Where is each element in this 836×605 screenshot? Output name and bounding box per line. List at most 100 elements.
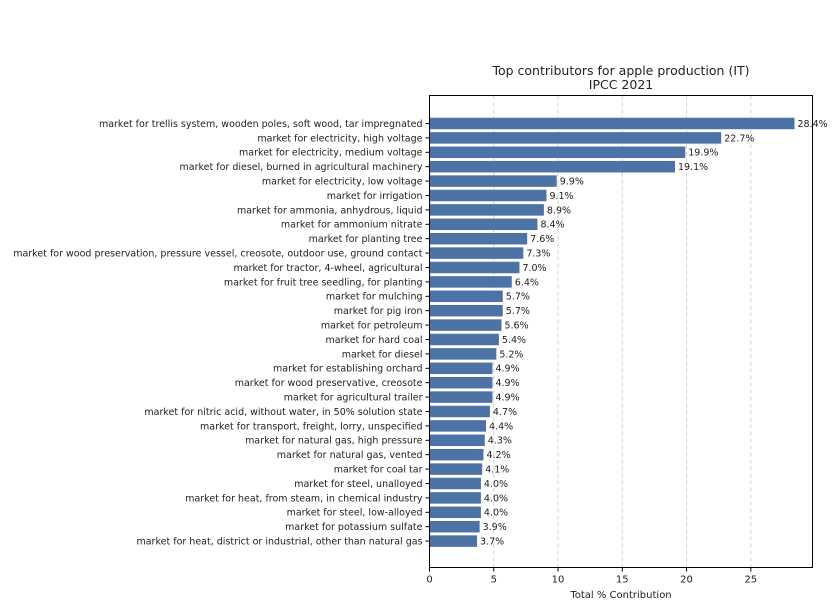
value-label: 6.4% [515, 277, 539, 288]
category-label: market for coal tar [334, 465, 423, 476]
bar [429, 175, 557, 187]
bar [429, 146, 686, 159]
bar [429, 218, 538, 231]
value-label: 4.3% [488, 436, 512, 447]
category-label: market for electricity, high voltage [257, 133, 422, 144]
category-label: market for hard coal [326, 335, 423, 346]
bar [429, 333, 499, 346]
value-label: 19.9% [688, 148, 718, 159]
bar [429, 405, 490, 418]
x-tick-label: 15 [616, 575, 629, 586]
category-label: market for wood preservative, creosote [235, 378, 423, 389]
category-label: market for electricity, medium voltage [239, 148, 423, 159]
value-label: 8.4% [540, 220, 564, 231]
category-label: market for fruit tree seedling, for plan… [224, 277, 423, 288]
value-label: 5.2% [499, 349, 523, 360]
category-label: market for transport, freight, lorry, un… [200, 421, 422, 432]
category-label: market for planting tree [309, 234, 423, 245]
plot-frame [429, 95, 813, 568]
category-label: market for heat, district or industrial,… [136, 537, 422, 548]
value-label: 8.9% [547, 205, 571, 216]
bar [429, 132, 722, 144]
value-label: 4.1% [485, 465, 509, 476]
bar [429, 348, 497, 360]
bar [429, 276, 512, 288]
value-label: 4.9% [495, 393, 519, 404]
value-label: 3.7% [480, 537, 504, 548]
chart-subtitle: IPCC 2021 [589, 77, 653, 92]
bar [429, 492, 481, 504]
value-label: 4.2% [486, 450, 510, 461]
bar [429, 448, 484, 461]
category-label: market for natural gas, high pressure [245, 436, 423, 447]
value-label: 9.1% [549, 191, 573, 202]
bar [429, 362, 493, 375]
value-label: 4.0% [484, 493, 508, 504]
category-label: market for heat, from steam, in chemical… [185, 493, 423, 504]
bar [429, 391, 493, 403]
value-label: 19.1% [678, 162, 708, 173]
value-label: 5.4% [502, 335, 526, 346]
category-label: market for steel, low-alloyed [287, 508, 423, 519]
grid-layer [493, 95, 752, 568]
value-label: 7.0% [522, 263, 546, 274]
bar [429, 376, 493, 389]
value-label: 22.7% [724, 133, 754, 144]
value-label: 7.3% [526, 249, 550, 260]
category-label: market for diesel [342, 349, 423, 360]
category-label: market for petroleum [321, 321, 423, 332]
bar [429, 204, 544, 216]
value-label: 4.7% [493, 407, 517, 418]
bar [429, 117, 795, 130]
bar [429, 520, 480, 533]
category-label: market for establishing orchard [273, 364, 423, 375]
value-label: 5.7% [506, 306, 530, 317]
bar [429, 189, 547, 202]
bar-layer [429, 117, 795, 547]
x-axis-label: Total % Contribution [569, 590, 671, 601]
value-label: 4.4% [489, 421, 513, 432]
x-tick-layer: 0 5 10 15 20 25 [425, 123, 757, 586]
value-label: 5.7% [506, 292, 530, 303]
bar [429, 261, 520, 274]
x-tick-label: 10 [552, 575, 565, 586]
value-label: 3.9% [483, 522, 507, 533]
category-label-layer: market for trellis system, wooden poles,… [13, 119, 423, 548]
category-label: market for mulching [326, 292, 423, 303]
category-label: market for ammonia, anhydrous, liquid [237, 205, 423, 216]
bar [429, 477, 481, 490]
category-label: market for steel, unalloyed [294, 479, 422, 490]
x-tick-label: 20 [680, 575, 693, 586]
category-label: market for wood preservation, pressure v… [13, 249, 423, 260]
category-label: market for irrigation [327, 191, 423, 202]
bar [429, 290, 503, 303]
bar [429, 434, 485, 447]
category-label: market for potassium sulfate [285, 522, 423, 533]
category-label: market for electricity, low voltage [262, 177, 423, 188]
category-label: market for ammonium nitrate [281, 220, 423, 231]
value-label: 9.9% [560, 177, 584, 188]
bar [429, 160, 675, 173]
value-label: 4.9% [495, 364, 519, 375]
x-tick-label: 5 [491, 575, 497, 586]
x-tick-label: 25 [744, 575, 757, 586]
chart-title: Top contributors for apple production (I… [491, 63, 749, 78]
category-label: market for diesel, burned in agricultura… [180, 162, 423, 173]
x-tick-label: 0 [426, 575, 432, 586]
category-label: market for agricultural trailer [284, 393, 423, 404]
bar [429, 232, 528, 245]
bar [429, 304, 503, 317]
value-label: 4.0% [484, 508, 508, 519]
category-label: market for trellis system, wooden poles,… [99, 119, 423, 130]
bar [429, 319, 502, 331]
bar [429, 420, 487, 432]
bar [429, 535, 478, 547]
value-label: 5.6% [504, 321, 528, 332]
category-label: market for natural gas, vented [277, 450, 423, 461]
value-label: 4.9% [495, 378, 519, 389]
value-label: 4.0% [484, 479, 508, 490]
bar [429, 506, 481, 519]
category-label: market for pig iron [334, 306, 423, 317]
bar [429, 247, 524, 259]
